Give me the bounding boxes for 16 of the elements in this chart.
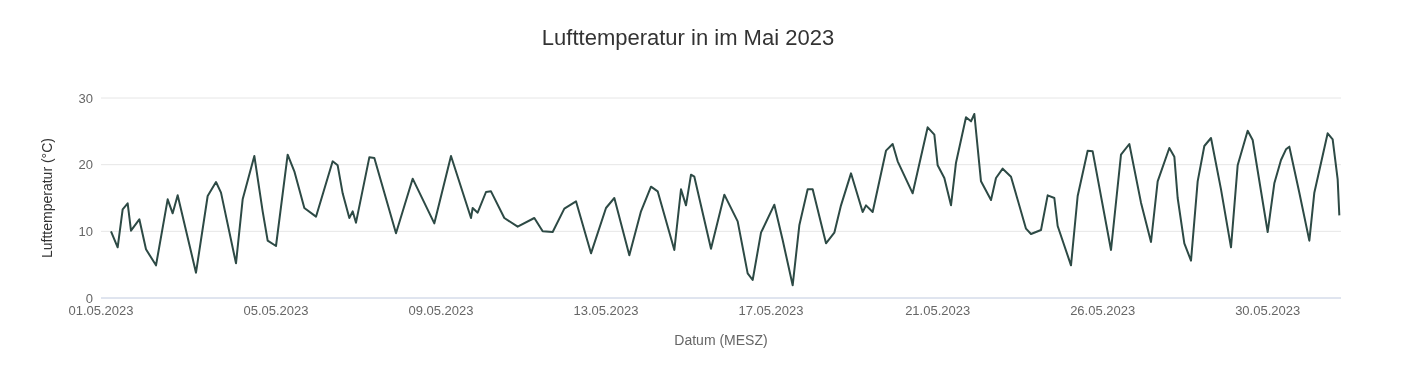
x-tick-label: 01.05.2023 [68,303,134,319]
y-tick-label: 0 [85,290,93,306]
y-tick-label: 30 [78,90,93,106]
x-tick-label: 13.05.2023 [573,303,639,319]
x-tick-label: 05.05.2023 [243,303,309,319]
x-tick-label: 09.05.2023 [408,303,474,319]
y-tick-label: 20 [78,157,93,173]
x-tick-label: 26.05.2023 [1070,303,1136,319]
y-axis-title: Lufttemperatur (°C) [38,138,55,258]
x-axis-title: Datum (MESZ) [674,332,768,348]
chart-title: Lufttemperatur in im Mai 2023 [540,24,836,52]
x-tick-label: 30.05.2023 [1235,303,1301,319]
x-tick-label: 17.05.2023 [738,303,804,319]
line-series [110,113,1341,287]
x-tick-label: 21.05.2023 [905,303,971,319]
y-tick-label: 10 [78,223,93,239]
